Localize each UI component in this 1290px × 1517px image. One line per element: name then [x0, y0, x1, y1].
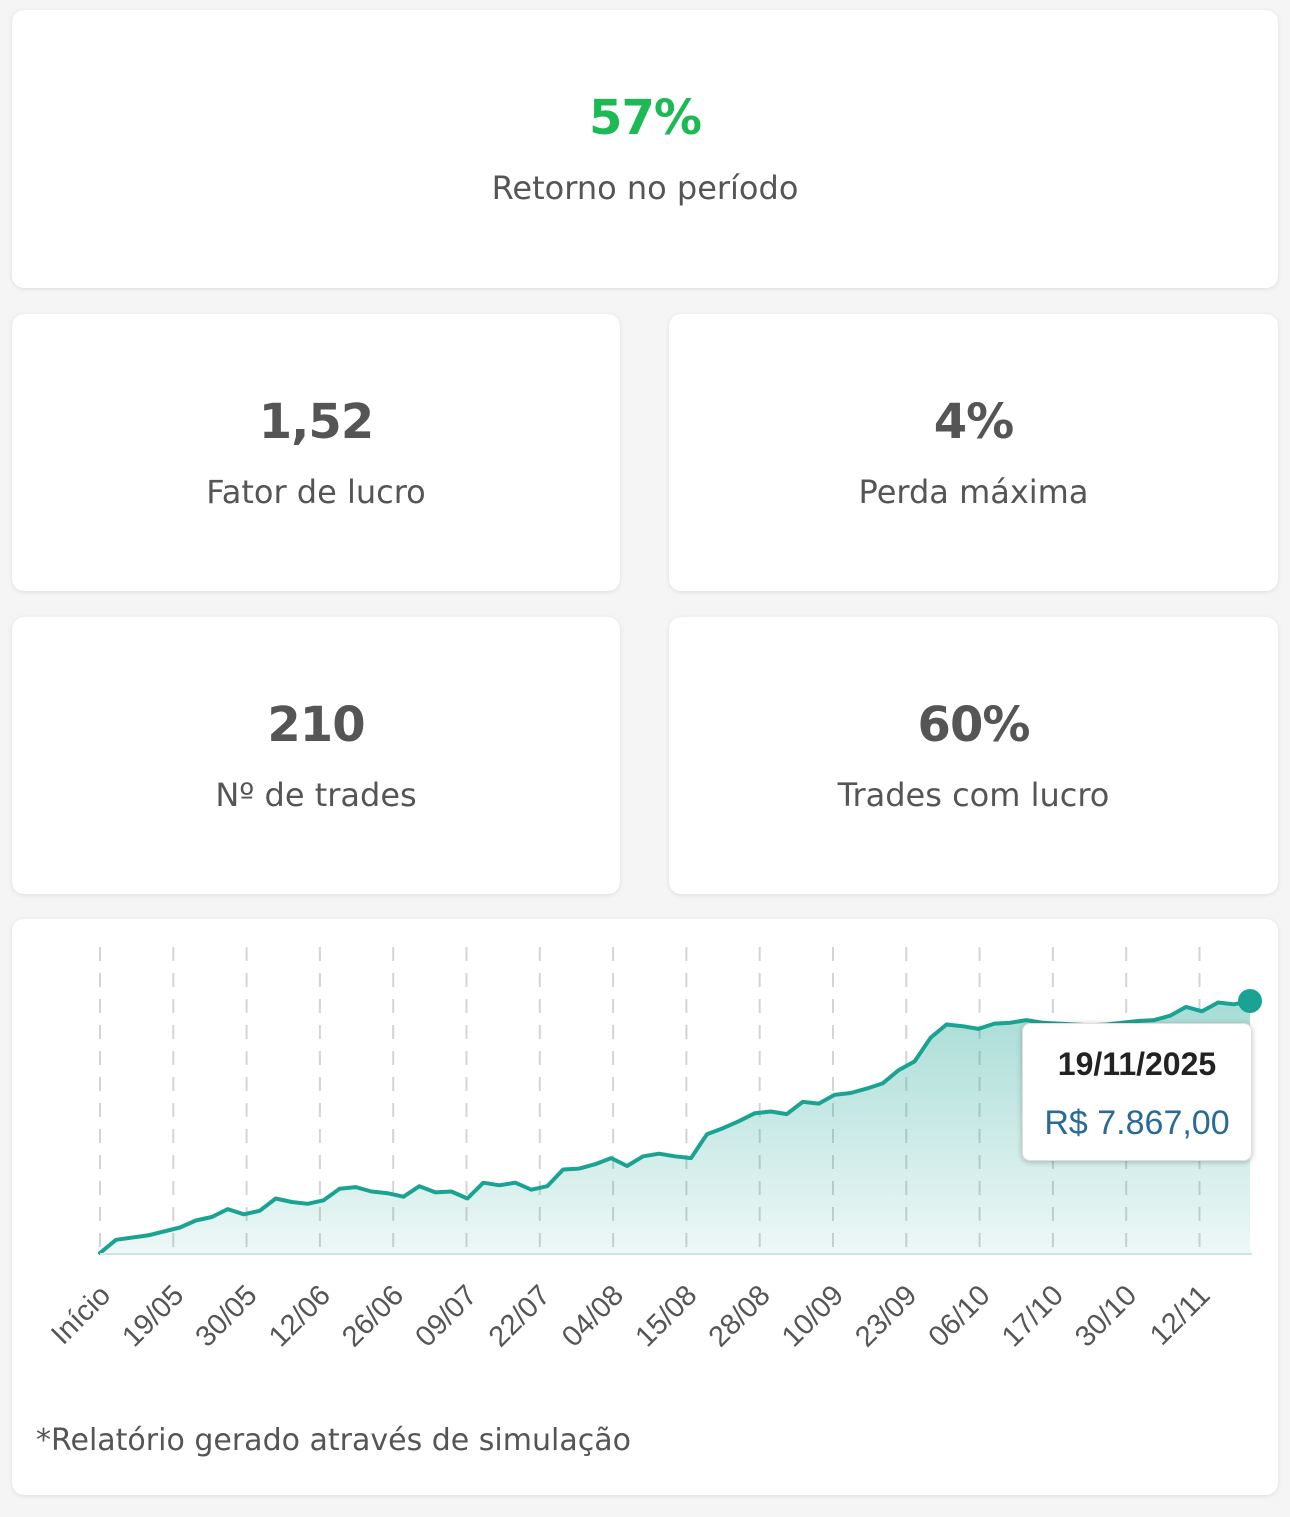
- x-tick-label: 09/07: [410, 1279, 484, 1353]
- return-card: 57% Retorno no período: [12, 10, 1278, 288]
- x-tick-label: 19/05: [116, 1279, 190, 1353]
- x-tick-label: 26/06: [336, 1279, 410, 1353]
- equity-area: [100, 1001, 1250, 1253]
- x-tick-label: 17/10: [996, 1279, 1070, 1353]
- win-rate-value: 60%: [917, 696, 1031, 753]
- profit-factor-card: 1,52 Fator de lucro: [12, 314, 620, 591]
- chart-tooltip: 19/11/2025 R$ 7.867,00: [1022, 1023, 1252, 1161]
- x-tick-label: 23/09: [849, 1279, 923, 1353]
- max-drawdown-value: 4%: [933, 393, 1014, 450]
- x-tick-label: 15/08: [629, 1279, 703, 1353]
- x-tick-label: 06/10: [923, 1279, 997, 1353]
- simulation-footnote: *Relatório gerado através de simulação: [36, 1423, 631, 1458]
- x-tick-label: 22/07: [483, 1279, 557, 1353]
- profit-factor-label: Fator de lucro: [206, 472, 426, 511]
- x-tick-label: 10/09: [776, 1279, 850, 1353]
- win-rate-label: Trades com lucro: [837, 775, 1110, 814]
- profit-factor-value: 1,52: [258, 393, 374, 450]
- tooltip-value: R$ 7.867,00: [1044, 1104, 1230, 1142]
- trades-count-value: 210: [267, 696, 365, 753]
- x-tick-label: 12/06: [263, 1279, 337, 1353]
- return-value: 57%: [589, 90, 702, 146]
- tooltip-date: 19/11/2025: [1057, 1046, 1217, 1082]
- x-tick-label: 30/10: [1069, 1279, 1143, 1353]
- trades-count-label: Nº de trades: [215, 775, 417, 814]
- x-tick-label: 12/11: [1144, 1279, 1216, 1351]
- max-drawdown-card: 4% Perda máxima: [669, 314, 1278, 591]
- x-tick-label: Início: [45, 1279, 117, 1351]
- win-rate-card: 60% Trades com lucro: [669, 617, 1278, 894]
- return-label: Retorno no período: [491, 169, 799, 207]
- x-tick-label: 28/08: [703, 1279, 777, 1353]
- trades-count-card: 210 Nº de trades: [12, 617, 620, 894]
- max-drawdown-label: Perda máxima: [858, 472, 1089, 511]
- x-tick-label: 30/05: [190, 1279, 264, 1353]
- equity-chart-card: Início 19/05 30/05 12/06 26/06 09/07 22/07 04/0…: [12, 919, 1278, 1495]
- last-point-marker[interactable]: [1238, 989, 1262, 1013]
- equity-chart[interactable]: Início 19/05 30/05 12/06 26/06 09/07 22/07 04/0…: [12, 919, 1278, 1419]
- x-tick-label: 04/08: [556, 1279, 630, 1353]
